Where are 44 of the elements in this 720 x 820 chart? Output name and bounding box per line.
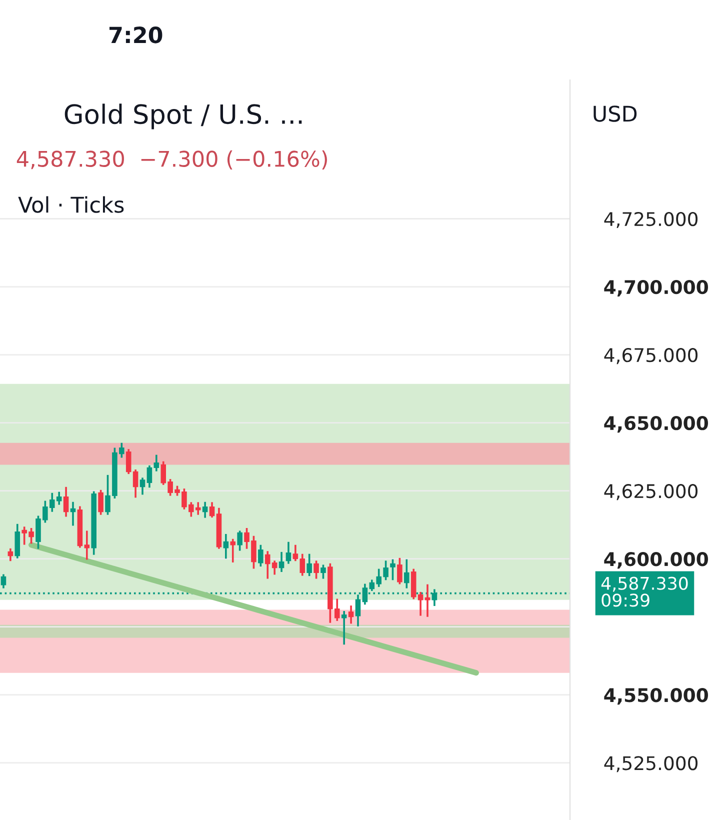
candlestick (341, 610, 347, 645)
candlestick (132, 470, 138, 498)
candlestick (390, 559, 396, 580)
candlestick (278, 552, 284, 572)
text: Gold Spot / U.S. ... (64, 104, 302, 130)
candlestick (348, 606, 354, 624)
candlestick (314, 560, 319, 579)
candlestick (397, 558, 402, 584)
candlestick (70, 502, 76, 526)
candlestick (0, 574, 6, 588)
ref-line-label: 4,587.330 09:39 (601, 576, 688, 607)
candlestick (355, 594, 361, 626)
text: 7:20 (109, 26, 162, 44)
candlestick (306, 554, 312, 576)
candlestick (418, 592, 424, 616)
candlestick (202, 502, 208, 518)
candlestick (8, 548, 14, 562)
candlestick (258, 544, 264, 567)
candlestick (424, 584, 430, 617)
candlestick (154, 454, 160, 472)
candlestick (230, 538, 236, 562)
y-tick-label: 4,550.000 (604, 688, 708, 705)
candlestick (237, 530, 242, 551)
candlestick (223, 534, 229, 559)
candlestick (63, 486, 69, 517)
y-tick-label: 4,675.000 (604, 348, 698, 364)
y-tick-label: 4,525.000 (604, 756, 698, 772)
y-tick-label: 4,650.000 (604, 416, 708, 433)
y-tick-label: 4,725.000 (604, 212, 698, 228)
candlestick (320, 564, 326, 579)
annotation: Vol · Ticks (18, 196, 124, 213)
candlestick (140, 478, 146, 495)
candlestick (14, 524, 20, 558)
candlestick (98, 490, 104, 515)
candlestick (209, 502, 215, 518)
y-tick-label: 4,600.000 (604, 552, 708, 569)
text: 4,587.330 −7.300 (−0.16%) (16, 150, 327, 170)
y-tick-label: 4,700.000 (604, 280, 708, 297)
candlestick (286, 542, 292, 564)
text: USD (594, 106, 637, 122)
candlestick (404, 559, 410, 588)
candlestick (146, 465, 152, 488)
candlestick (126, 449, 132, 474)
y-tick-label: 4,625.000 (604, 484, 698, 500)
